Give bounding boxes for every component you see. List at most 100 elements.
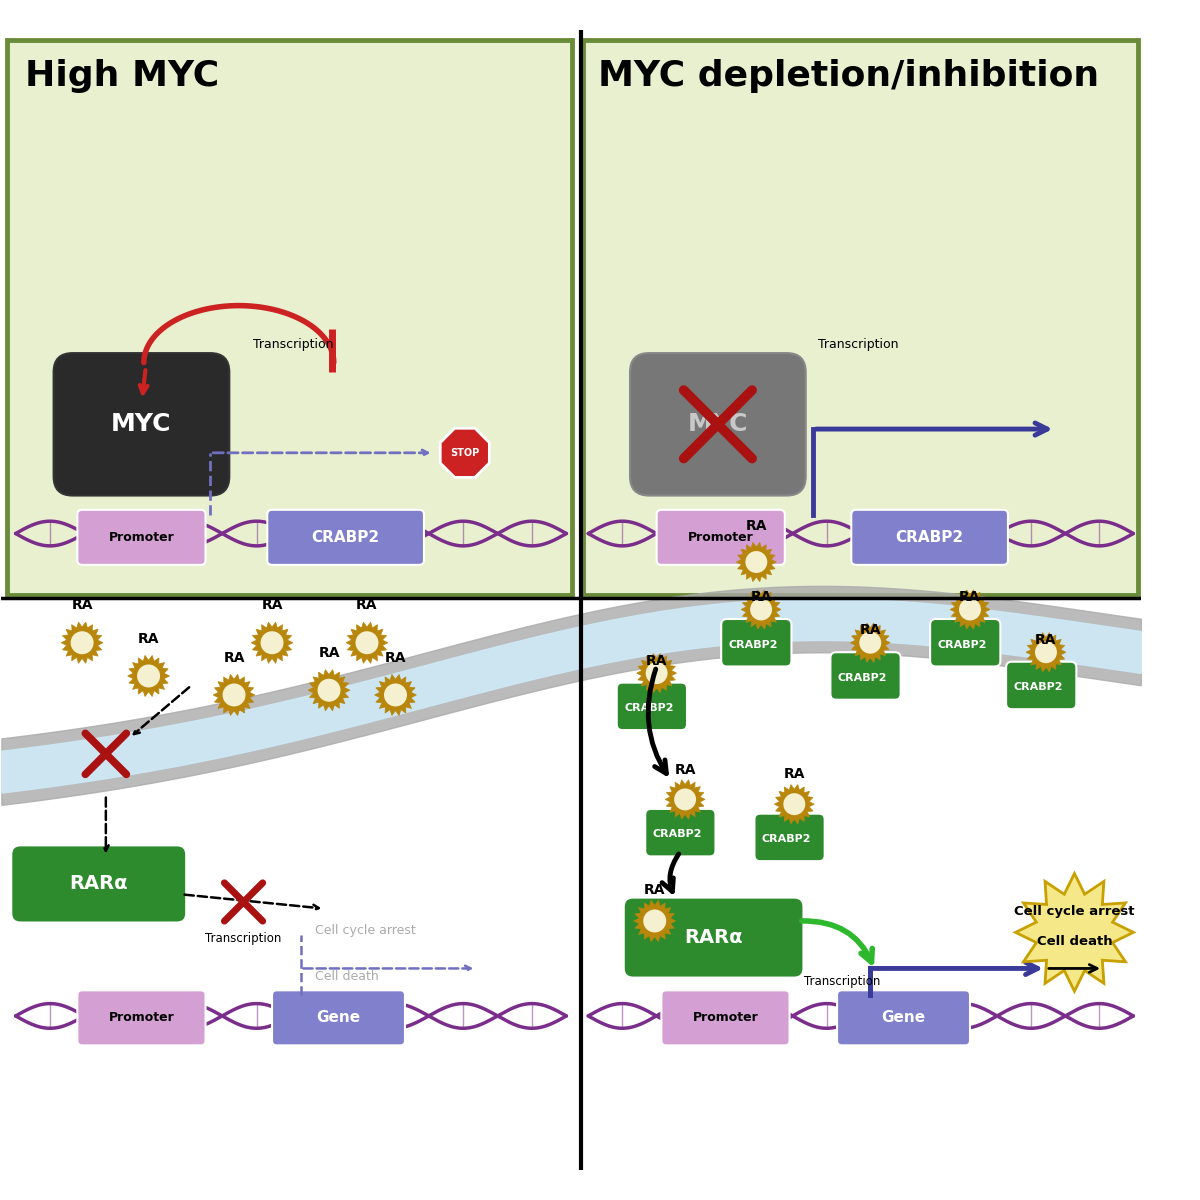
FancyBboxPatch shape [272, 990, 404, 1045]
Circle shape [959, 599, 980, 620]
Text: Promoter: Promoter [108, 1012, 174, 1025]
FancyBboxPatch shape [656, 510, 785, 565]
FancyBboxPatch shape [11, 845, 186, 923]
FancyBboxPatch shape [582, 40, 1138, 595]
Text: RA: RA [745, 518, 767, 533]
Polygon shape [737, 542, 776, 582]
Circle shape [260, 631, 283, 654]
FancyBboxPatch shape [721, 619, 792, 666]
Polygon shape [634, 900, 676, 942]
Text: High MYC: High MYC [25, 59, 220, 92]
Ellipse shape [1044, 670, 1070, 690]
Text: CRABP2: CRABP2 [937, 640, 988, 649]
Text: RA: RA [318, 646, 340, 660]
Polygon shape [346, 622, 388, 664]
Polygon shape [950, 590, 990, 629]
Circle shape [1034, 641, 1057, 664]
Text: RA: RA [223, 650, 245, 665]
Polygon shape [308, 670, 350, 710]
Polygon shape [637, 654, 677, 692]
Circle shape [745, 551, 767, 572]
Polygon shape [251, 622, 293, 664]
Circle shape [784, 793, 805, 815]
Text: Gene: Gene [882, 1010, 925, 1025]
FancyBboxPatch shape [1006, 661, 1076, 709]
FancyBboxPatch shape [77, 510, 205, 565]
FancyBboxPatch shape [755, 814, 824, 862]
Ellipse shape [793, 822, 820, 842]
Polygon shape [440, 428, 490, 478]
Polygon shape [1015, 874, 1133, 991]
Text: Transcription: Transcription [818, 338, 899, 352]
Text: RA: RA [385, 650, 407, 665]
Text: CRABP2: CRABP2 [895, 530, 964, 545]
Polygon shape [851, 623, 890, 662]
Polygon shape [665, 780, 706, 820]
Text: STOP: STOP [450, 448, 480, 458]
FancyBboxPatch shape [838, 990, 970, 1045]
Polygon shape [742, 590, 781, 629]
Circle shape [674, 788, 696, 810]
Polygon shape [127, 655, 169, 696]
FancyBboxPatch shape [7, 40, 572, 595]
Text: MYC: MYC [112, 413, 172, 437]
Polygon shape [214, 674, 254, 715]
Text: RA: RA [356, 599, 378, 612]
Text: Cell death: Cell death [314, 971, 378, 983]
Circle shape [646, 662, 667, 684]
Text: RA: RA [644, 883, 666, 898]
FancyBboxPatch shape [623, 898, 804, 978]
Text: RA: RA [959, 589, 980, 604]
Text: RA: RA [784, 767, 805, 781]
Text: RA: RA [262, 599, 283, 612]
Text: CRABP2: CRABP2 [1014, 683, 1063, 692]
FancyBboxPatch shape [77, 990, 205, 1045]
FancyBboxPatch shape [661, 990, 790, 1045]
Text: Promoter: Promoter [692, 1012, 758, 1025]
Text: CRABP2: CRABP2 [312, 530, 379, 545]
Text: RARα: RARα [70, 875, 128, 894]
Circle shape [643, 910, 666, 932]
FancyBboxPatch shape [617, 683, 688, 730]
Text: MYC: MYC [688, 413, 748, 437]
Text: CRABP2: CRABP2 [653, 829, 702, 840]
Text: CRABP2: CRABP2 [762, 834, 811, 845]
Text: RA: RA [71, 599, 92, 612]
Circle shape [859, 631, 881, 654]
Text: RARα: RARα [684, 928, 743, 947]
Circle shape [355, 631, 378, 654]
FancyBboxPatch shape [646, 809, 715, 857]
Text: RA: RA [859, 623, 881, 637]
Text: Transcription: Transcription [804, 976, 880, 988]
Text: Cell cycle arrest: Cell cycle arrest [1014, 905, 1135, 918]
Polygon shape [61, 622, 103, 664]
Text: Promoter: Promoter [688, 530, 754, 544]
Ellipse shape [760, 628, 786, 647]
Ellipse shape [869, 661, 895, 680]
Text: RA: RA [750, 589, 772, 604]
Circle shape [384, 684, 407, 707]
Circle shape [318, 679, 341, 702]
FancyBboxPatch shape [851, 510, 1008, 565]
Text: CRABP2: CRABP2 [838, 673, 887, 683]
Ellipse shape [968, 628, 995, 647]
FancyBboxPatch shape [630, 353, 805, 496]
Text: RA: RA [674, 763, 696, 776]
Circle shape [222, 684, 246, 707]
Circle shape [137, 665, 160, 688]
Text: Transcription: Transcription [253, 338, 334, 352]
Text: Cell death: Cell death [1037, 935, 1112, 948]
Ellipse shape [684, 817, 710, 838]
Text: RA: RA [646, 654, 667, 668]
Text: RA: RA [138, 631, 160, 646]
Text: CRABP2: CRABP2 [728, 640, 778, 649]
Text: Gene: Gene [317, 1010, 360, 1025]
FancyBboxPatch shape [830, 653, 901, 700]
Text: CRABP2: CRABP2 [624, 703, 673, 713]
Text: Promoter: Promoter [108, 530, 174, 544]
Text: Transcription: Transcription [205, 932, 282, 946]
FancyBboxPatch shape [268, 510, 424, 565]
Circle shape [71, 631, 94, 654]
Text: Cell cycle arrest: Cell cycle arrest [314, 924, 415, 937]
Text: RA: RA [1036, 632, 1057, 647]
